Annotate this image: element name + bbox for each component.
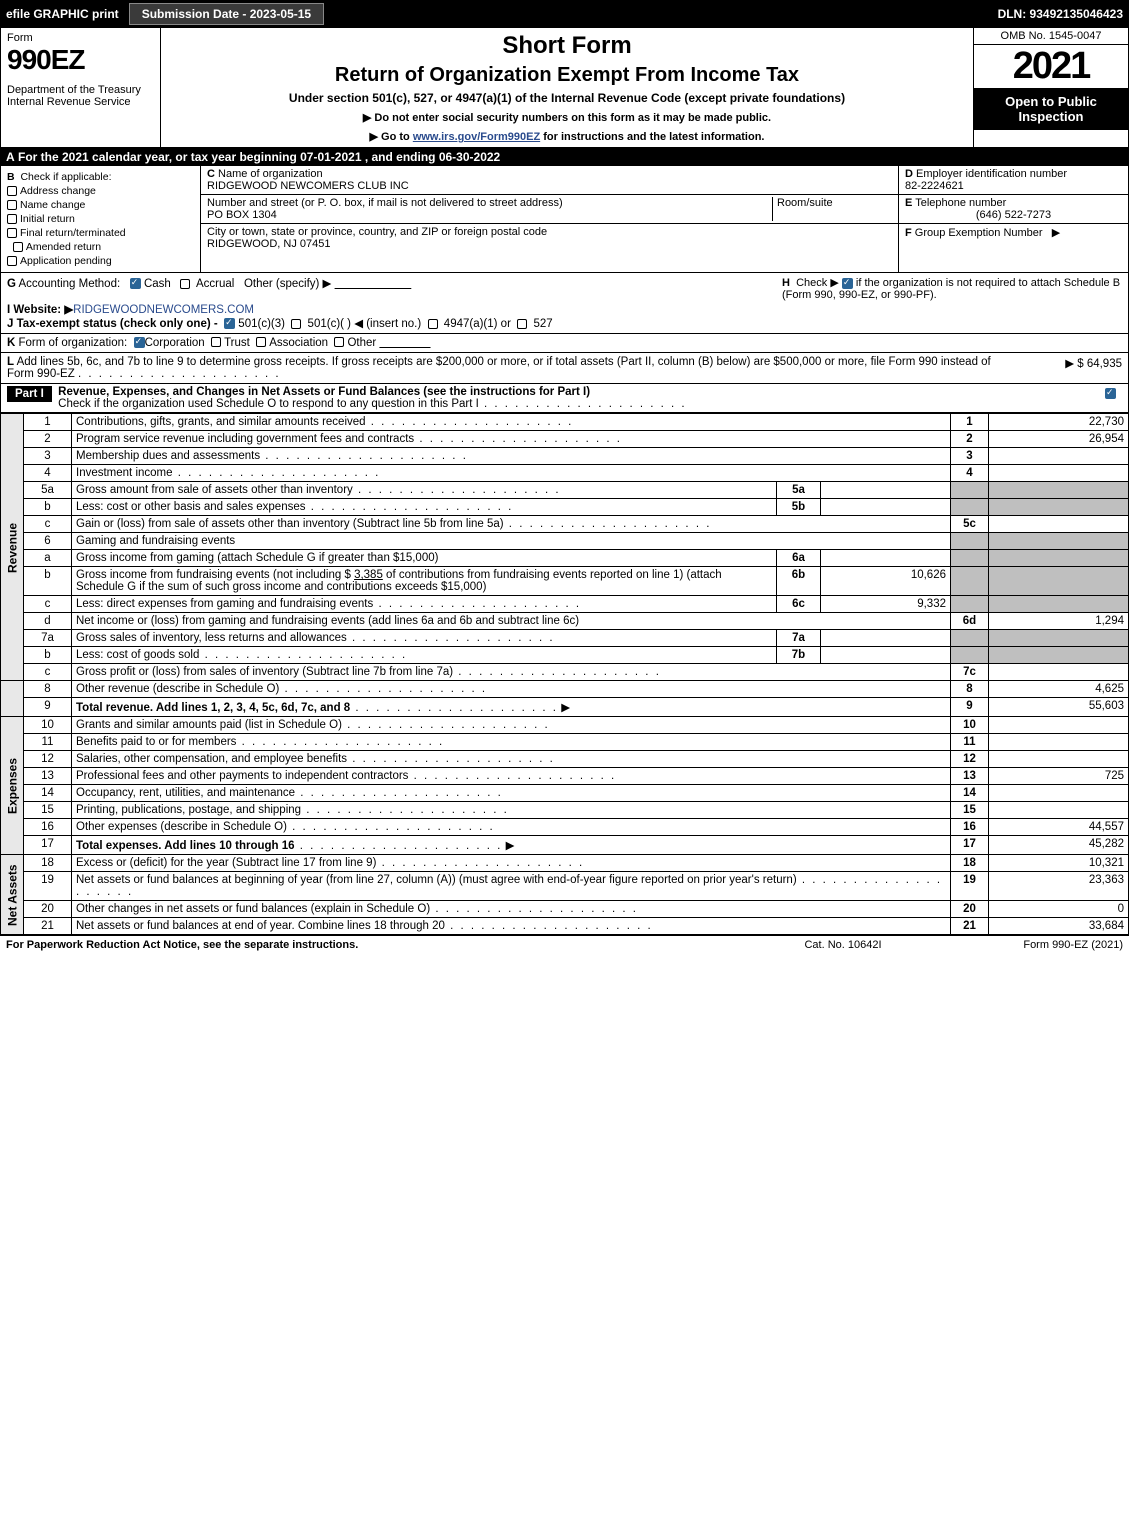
efile-label: efile GRAPHIC print — [6, 7, 129, 21]
chk-accrual[interactable] — [180, 279, 190, 289]
subtitle-2: ▶ Do not enter social security numbers o… — [169, 111, 965, 124]
chk-501c[interactable] — [291, 319, 301, 329]
revenue-label: Revenue — [1, 414, 24, 681]
chk-corp[interactable] — [134, 337, 145, 348]
row-l: L Add lines 5b, 6c, and 7b to line 9 to … — [0, 353, 1129, 384]
chk-other-org[interactable] — [334, 337, 344, 347]
room-suite: Room/suite — [772, 197, 892, 221]
chk-schedule-o[interactable] — [1105, 388, 1116, 399]
irs-link[interactable]: www.irs.gov/Form990EZ — [413, 131, 540, 143]
street: PO BOX 1304 — [207, 209, 277, 221]
entity-block: B Check if applicable: Address change Na… — [0, 166, 1129, 273]
section-def: D Employer identification number82-22246… — [898, 166, 1128, 272]
chk-trust[interactable] — [211, 337, 221, 347]
header-left: Form 990EZ Department of the Treasury In… — [1, 28, 161, 147]
submission-date: Submission Date - 2023-05-15 — [129, 3, 324, 25]
form-header: Form 990EZ Department of the Treasury In… — [0, 28, 1129, 148]
ein: 82-2224621 — [905, 180, 964, 192]
telephone: (646) 522-7273 — [905, 209, 1122, 221]
section-h: H Check ▶ if the organization is not req… — [782, 276, 1122, 330]
org-name: RIDGEWOOD NEWCOMERS CLUB INC — [207, 180, 409, 192]
paperwork-notice: For Paperwork Reduction Act Notice, see … — [6, 939, 743, 951]
section-a: A For the 2021 calendar year, or tax yea… — [0, 148, 1129, 166]
section-b: B Check if applicable: Address change Na… — [1, 166, 201, 272]
cat-no: Cat. No. 10642I — [743, 939, 943, 951]
chk-pending[interactable] — [7, 256, 17, 266]
tax-year: 2021 — [974, 45, 1128, 88]
subtitle-3: ▶ Go to www.irs.gov/Form990EZ for instru… — [169, 130, 965, 143]
website-link[interactable]: RIDGEWOODNEWCOMERS.COM — [73, 304, 254, 316]
form-ref: Form 990-EZ (2021) — [943, 939, 1123, 951]
gross-receipts: ▶ $ 64,935 — [1002, 356, 1122, 380]
chk-cash[interactable] — [130, 278, 141, 289]
chk-4947[interactable] — [428, 319, 438, 329]
open-inspection: Open to Public Inspection — [974, 88, 1128, 130]
short-form-title: Short Form — [169, 32, 965, 60]
section-c: C Name of organizationRIDGEWOOD NEWCOMER… — [201, 166, 898, 272]
header-right: OMB No. 1545-0047 2021 Open to Public In… — [973, 28, 1128, 147]
expenses-label: Expenses — [1, 717, 24, 855]
subtitle-1: Under section 501(c), 527, or 4947(a)(1)… — [169, 91, 965, 105]
revenue-table: Revenue 1Contributions, gifts, grants, a… — [0, 413, 1129, 935]
chk-assoc[interactable] — [256, 337, 266, 347]
chk-527[interactable] — [517, 319, 527, 329]
omb-number: OMB No. 1545-0047 — [974, 28, 1128, 45]
form-number: 990EZ — [7, 44, 154, 76]
part-i-label: Part I — [7, 386, 52, 402]
top-bar: efile GRAPHIC print Submission Date - 20… — [0, 0, 1129, 28]
chk-address[interactable] — [7, 186, 17, 196]
part-i-header: Part I Revenue, Expenses, and Changes in… — [0, 384, 1129, 413]
chk-final[interactable] — [7, 228, 17, 238]
chk-501c3[interactable] — [224, 318, 235, 329]
dln: DLN: 93492135046423 — [998, 7, 1123, 21]
form-label: Form — [7, 32, 154, 44]
netassets-label: Net Assets — [1, 855, 24, 935]
row-gh: G Accounting Method: Cash Accrual Other … — [0, 273, 1129, 334]
return-title: Return of Organization Exempt From Incom… — [169, 64, 965, 87]
header-center: Short Form Return of Organization Exempt… — [161, 28, 973, 147]
row-k: K Form of organization: Corporation Trus… — [0, 334, 1129, 353]
city: RIDGEWOOD, NJ 07451 — [207, 238, 330, 250]
chk-amended[interactable] — [13, 242, 23, 252]
chk-name[interactable] — [7, 200, 17, 210]
chk-schedule-b[interactable] — [842, 278, 853, 289]
chk-initial[interactable] — [7, 214, 17, 224]
dept-label: Department of the Treasury Internal Reve… — [7, 84, 154, 108]
footer: For Paperwork Reduction Act Notice, see … — [0, 935, 1129, 954]
